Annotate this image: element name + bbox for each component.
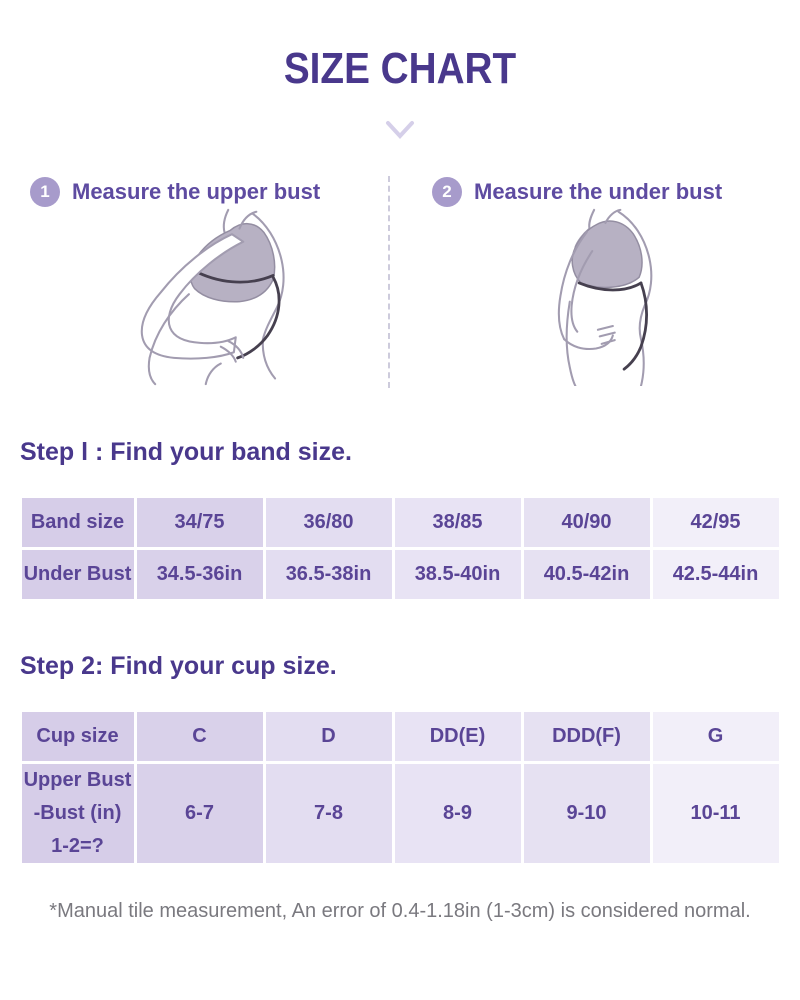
upper-bust-diff-cell: 8-9 (391, 761, 524, 866)
upper-bust-figure (140, 208, 285, 386)
under-bust-cell: 36.5-38in (262, 547, 395, 602)
band-size-table: Band size 34/75 36/80 38/85 40/90 42/95 … (18, 495, 782, 602)
step-1-number-badge: 1 (30, 177, 60, 207)
band-size-heading: Step l : Find your band size. (20, 438, 352, 466)
step-1-panel: 1 Measure the upper bust (0, 176, 390, 388)
cup-size-cell: DDD(F) (520, 709, 653, 764)
step-1-header: 1 Measure the upper bust (30, 176, 388, 208)
measurement-disclaimer: *Manual tile measurement, An error of 0.… (49, 900, 751, 922)
cup-size-header-row: Cup size C D DD(E) DDD(F) G (18, 709, 782, 764)
cup-size-cell: C (133, 709, 266, 764)
page-title: SIZE CHART (283, 44, 517, 93)
under-bust-cell: 38.5-40in (391, 547, 524, 602)
chevron-wrap (0, 120, 800, 142)
step-1-label: Measure the upper bust (72, 179, 321, 204)
upper-bust-diff-cell: 9-10 (520, 761, 653, 866)
step-2-header: 2 Measure the under bust (432, 176, 800, 208)
upper-bust-diff-cell: 10-11 (649, 761, 782, 866)
label-line: Upper Bust (23, 769, 132, 791)
title-wrap: SIZE CHART (0, 0, 800, 94)
band-size-header-row: Band size 34/75 36/80 38/85 40/90 42/95 (18, 495, 782, 550)
under-bust-cell: 42.5-44in (649, 547, 782, 602)
chevron-down-icon (386, 121, 414, 139)
band-size-cell: 36/80 (262, 495, 395, 550)
upper-bust-diff-cell: 7-8 (262, 761, 395, 866)
band-size-cell: 34/75 (133, 495, 266, 550)
cup-size-cell: G (649, 709, 782, 764)
cup-size-heading: Step 2: Find your cup size. (20, 652, 337, 680)
upper-bust-diff-label-cell: Upper Bust -Bust (in) 1-2=? (18, 761, 137, 866)
upper-bust-diff-row: Upper Bust -Bust (in) 1-2=? 6-7 7-8 8-9 … (18, 761, 782, 866)
step-2-panel: 2 Measure the under bust (390, 176, 800, 388)
cup-size-cell: DD(E) (391, 709, 524, 764)
label-line: -Bust (in) (33, 802, 122, 824)
under-bust-figure (557, 208, 653, 386)
under-bust-cell: 40.5-42in (520, 547, 653, 602)
step-2-number-badge: 2 (432, 177, 462, 207)
under-bust-label-cell: Under Bust (18, 547, 137, 602)
upper-bust-diff-cell: 6-7 (133, 761, 266, 866)
band-size-cell: 40/90 (520, 495, 653, 550)
under-bust-cell: 34.5-36in (133, 547, 266, 602)
under-bust-illustration (432, 208, 800, 386)
measure-steps: 1 Measure the upper bust (0, 176, 800, 388)
band-size-cell: 38/85 (391, 495, 524, 550)
label-line: 1-2=? (51, 835, 104, 857)
cup-size-cell: D (262, 709, 395, 764)
cup-size-label-cell: Cup size (18, 709, 137, 764)
band-size-cell: 42/95 (649, 495, 782, 550)
step-2-label: Measure the under bust (474, 179, 723, 204)
upper-bust-illustration (30, 208, 388, 386)
cup-size-table: Cup size C D DD(E) DDD(F) G Upper Bust -… (18, 709, 782, 866)
band-size-label-cell: Band size (18, 495, 137, 550)
under-bust-row: Under Bust 34.5-36in 36.5-38in 38.5-40in… (18, 547, 782, 602)
